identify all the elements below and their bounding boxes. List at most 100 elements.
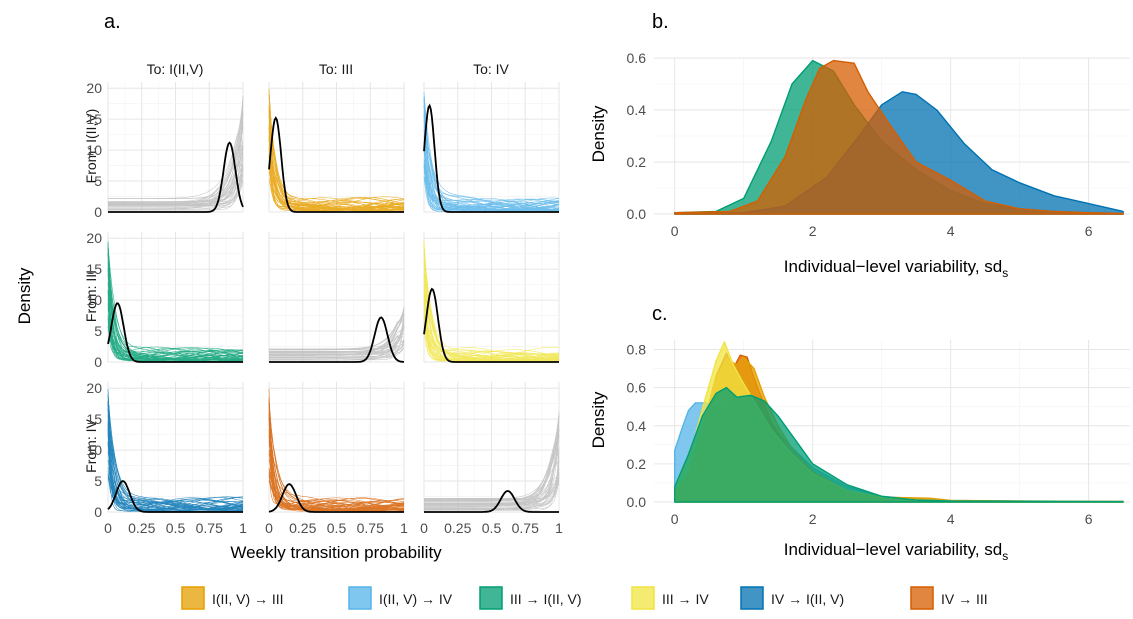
y-tick-label: 0 — [94, 204, 102, 220]
y-tick-label: 20 — [86, 80, 102, 96]
sample-density-line — [424, 473, 560, 501]
sample-density-line — [268, 123, 405, 210]
posterior-density-line — [107, 480, 243, 513]
x-tick-label: 2 — [809, 223, 817, 239]
sample-density-line — [268, 104, 405, 210]
sample-density-line — [108, 155, 244, 204]
sample-density-line — [268, 148, 405, 209]
panel-a-label: a. — [104, 11, 121, 33]
sample-density-line — [269, 336, 405, 353]
sample-density-line — [423, 319, 560, 361]
sample-density-line — [423, 165, 560, 211]
x-tick-label: 6 — [1085, 511, 1093, 527]
x-tick-label: 0.5 — [166, 520, 186, 536]
row-strip-3: From: IV — [83, 419, 99, 473]
sample-density-line — [107, 467, 244, 511]
sample-density-line — [268, 165, 405, 212]
legend-item: I(II, V) → IV — [348, 586, 453, 610]
legend-label: I(II, V) → III — [212, 591, 284, 607]
x-tick-label: 0 — [420, 520, 428, 536]
legend-swatch — [181, 586, 205, 610]
sample-density-line — [423, 162, 560, 210]
sample-density-line — [268, 472, 405, 512]
x-tick-label: 4 — [947, 223, 955, 239]
panel-c-label: c. — [652, 303, 668, 325]
y-tick-label: 0.4 — [627, 418, 647, 434]
sample-density-lines — [268, 388, 405, 512]
sample-density-line — [268, 480, 405, 510]
y-tick-label: 0 — [94, 354, 102, 370]
column-strip-2: To: III — [319, 61, 353, 77]
panel-b-label: b. — [652, 11, 669, 33]
facet-3-2: 0 0.25 0.5 0.75 1 — [265, 382, 408, 536]
x-tick-label: 0.25 — [289, 520, 316, 536]
panel-b-density-plot: b. Individual−level variability, sds Den… — [589, 11, 1130, 280]
y-tick-label: 0 — [94, 504, 102, 520]
sample-density-line — [108, 149, 244, 211]
row-strip-1: From: I(II,V) — [83, 109, 99, 184]
posterior-density-line — [268, 116, 404, 213]
sample-density-line — [268, 91, 405, 210]
facet-1-2 — [268, 82, 405, 213]
sample-density-line — [424, 474, 560, 504]
sample-density-line — [107, 422, 244, 510]
y-tick-label: 5 — [94, 473, 102, 489]
legend-label: III → I(II, V) — [510, 591, 582, 607]
facet-2-2 — [268, 232, 405, 363]
panel-b-y-axis-title: Density — [589, 105, 608, 162]
sample-density-line — [108, 140, 244, 207]
sample-density-line — [423, 115, 560, 210]
sample-density-line — [108, 164, 244, 204]
sample-density-line — [424, 415, 560, 509]
sample-density-line — [108, 109, 244, 199]
sample-density-line — [423, 158, 560, 211]
sample-density-line — [423, 125, 560, 212]
panel-a-x-axis-title: Weekly transition probability — [230, 543, 442, 562]
sample-density-line — [268, 402, 405, 511]
sample-density-line — [108, 180, 244, 203]
x-tick-label: 1 — [239, 520, 247, 536]
facet-1-1: 0 5 10 15 20 — [86, 80, 244, 220]
x-tick-label: 0.75 — [196, 520, 223, 536]
sample-density-line — [269, 338, 405, 355]
legend-label: III → IV — [662, 591, 709, 607]
posterior-density-line — [268, 483, 404, 513]
row-strip-2: From: III — [83, 270, 99, 322]
sample-density-lines — [423, 92, 560, 212]
y-tick-label: 5 — [94, 323, 102, 339]
panel-a-y-axis-title: Density — [15, 267, 34, 324]
x-tick-label: 6 — [1085, 223, 1093, 239]
sample-density-line — [424, 428, 560, 505]
y-tick-label: 20 — [86, 230, 102, 246]
column-strip-3: To: IV — [473, 61, 509, 77]
y-tick-label: 0.8 — [627, 342, 647, 358]
y-tick-label: 0.4 — [627, 102, 647, 118]
sample-density-line — [269, 327, 405, 358]
sample-density-line — [423, 242, 560, 360]
facet-3-3: 0 0.25 0.5 0.75 1 — [420, 382, 563, 536]
x-tick-label: 0 — [265, 520, 273, 536]
legend-label: IV → III — [941, 591, 988, 607]
sample-density-line — [269, 313, 405, 360]
sample-density-line — [107, 291, 244, 361]
sample-density-lines — [107, 389, 244, 512]
x-tick-label: 0.5 — [482, 520, 502, 536]
posterior-density-line — [423, 287, 559, 363]
legend-item: III → IV — [631, 586, 709, 610]
sample-density-line — [268, 154, 405, 210]
y-tick-label: 15 — [86, 261, 102, 277]
sample-density-line — [107, 403, 244, 510]
x-tick-label: 0 — [104, 520, 112, 536]
sample-density-line — [107, 401, 244, 511]
sample-density-line — [423, 106, 560, 211]
posterior-density-line — [269, 316, 404, 363]
panel-b-x-axis-title: Individual−level variability, sds — [784, 257, 1008, 280]
y-tick-label: 5 — [94, 173, 102, 189]
legend-item: IV → III — [910, 586, 988, 610]
sample-density-line — [424, 413, 560, 510]
x-tick-label: 1 — [555, 520, 563, 536]
y-tick-label: 0.2 — [627, 456, 647, 472]
sample-density-line — [269, 312, 405, 350]
sample-density-line — [108, 167, 244, 209]
sample-density-line — [269, 314, 405, 350]
